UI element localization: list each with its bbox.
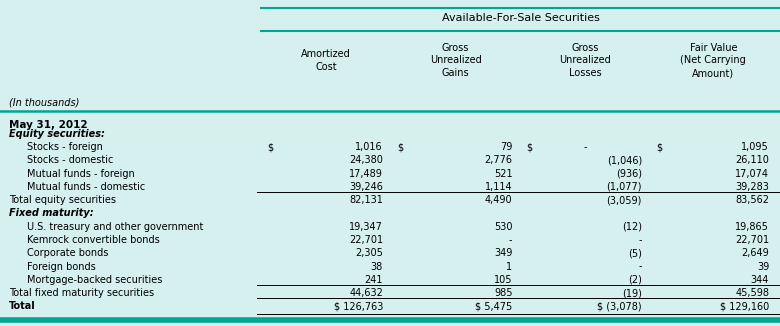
Text: 344: 344 [750,275,769,285]
Text: Kemrock convertible bonds: Kemrock convertible bonds [27,235,159,245]
Text: (In thousands): (In thousands) [9,98,80,108]
Text: (936): (936) [616,169,642,179]
Text: $ 5,475: $ 5,475 [475,301,512,311]
Text: $: $ [526,142,533,152]
Text: Fair Value
(Net Carrying
Amount): Fair Value (Net Carrying Amount) [680,42,746,78]
Text: 530: 530 [494,222,512,232]
Text: 38: 38 [370,261,383,272]
Text: 19,347: 19,347 [349,222,383,232]
Text: May 31, 2012: May 31, 2012 [9,120,88,129]
Text: (1,046): (1,046) [607,156,642,165]
Text: Mutual funds - domestic: Mutual funds - domestic [27,182,145,192]
Text: Gross
Unrealized
Losses: Gross Unrealized Losses [559,42,611,78]
Text: Total fixed maturity securities: Total fixed maturity securities [9,288,154,298]
Text: -: - [639,261,642,272]
Text: $: $ [397,142,403,152]
Text: (5): (5) [628,248,642,258]
Text: Stocks - foreign: Stocks - foreign [27,142,102,152]
Text: 349: 349 [494,248,512,258]
Text: 83,562: 83,562 [735,195,769,205]
Text: (19): (19) [622,288,642,298]
Text: 241: 241 [364,275,383,285]
Text: 17,074: 17,074 [735,169,769,179]
Text: Fixed maturity:: Fixed maturity: [9,208,94,218]
Text: 1: 1 [506,261,512,272]
Text: 79: 79 [500,142,512,152]
Text: $ (3,078): $ (3,078) [597,301,642,311]
Text: 4,490: 4,490 [485,195,512,205]
Text: 521: 521 [494,169,512,179]
Text: 22,701: 22,701 [349,235,383,245]
Text: 22,701: 22,701 [735,235,769,245]
Text: $ 126,763: $ 126,763 [334,301,383,311]
Text: 39: 39 [757,261,769,272]
Text: Available-For-Sale Securities: Available-For-Sale Securities [441,13,600,23]
Text: 39,283: 39,283 [736,182,769,192]
Text: 82,131: 82,131 [349,195,383,205]
Text: Mortgage-backed securities: Mortgage-backed securities [27,275,162,285]
Text: $: $ [268,142,274,152]
Text: Equity securities:: Equity securities: [9,129,105,139]
Text: Mutual funds - foreign: Mutual funds - foreign [27,169,134,179]
Text: 24,380: 24,380 [349,156,383,165]
Text: 1,114: 1,114 [485,182,512,192]
Text: Amortized
Cost: Amortized Cost [301,49,351,72]
Text: $ 129,160: $ 129,160 [720,301,769,311]
Text: -: - [639,235,642,245]
Text: $: $ [656,142,662,152]
Text: (1,077): (1,077) [606,182,642,192]
Text: 2,305: 2,305 [355,248,383,258]
Text: Stocks - domestic: Stocks - domestic [27,156,113,165]
Text: 105: 105 [494,275,512,285]
Text: 19,865: 19,865 [736,222,769,232]
Text: -: - [509,235,512,245]
Text: -: - [583,142,587,152]
Text: 985: 985 [494,288,512,298]
Text: 26,110: 26,110 [736,156,769,165]
Text: 2,776: 2,776 [484,156,512,165]
Text: Corporate bonds: Corporate bonds [27,248,108,258]
Text: 39,246: 39,246 [349,182,383,192]
Text: 44,632: 44,632 [349,288,383,298]
Text: (2): (2) [628,275,642,285]
Text: 2,649: 2,649 [741,248,769,258]
Text: 1,016: 1,016 [356,142,383,152]
Text: Gross
Unrealized
Gains: Gross Unrealized Gains [430,42,481,78]
Text: Foreign bonds: Foreign bonds [27,261,95,272]
Text: Total: Total [9,301,36,311]
Text: U.S. treasury and other government: U.S. treasury and other government [27,222,203,232]
Text: (3,059): (3,059) [607,195,642,205]
Text: 1,095: 1,095 [741,142,769,152]
Text: Total equity securities: Total equity securities [9,195,116,205]
Text: (12): (12) [622,222,642,232]
Text: 45,598: 45,598 [735,288,769,298]
Text: 17,489: 17,489 [349,169,383,179]
